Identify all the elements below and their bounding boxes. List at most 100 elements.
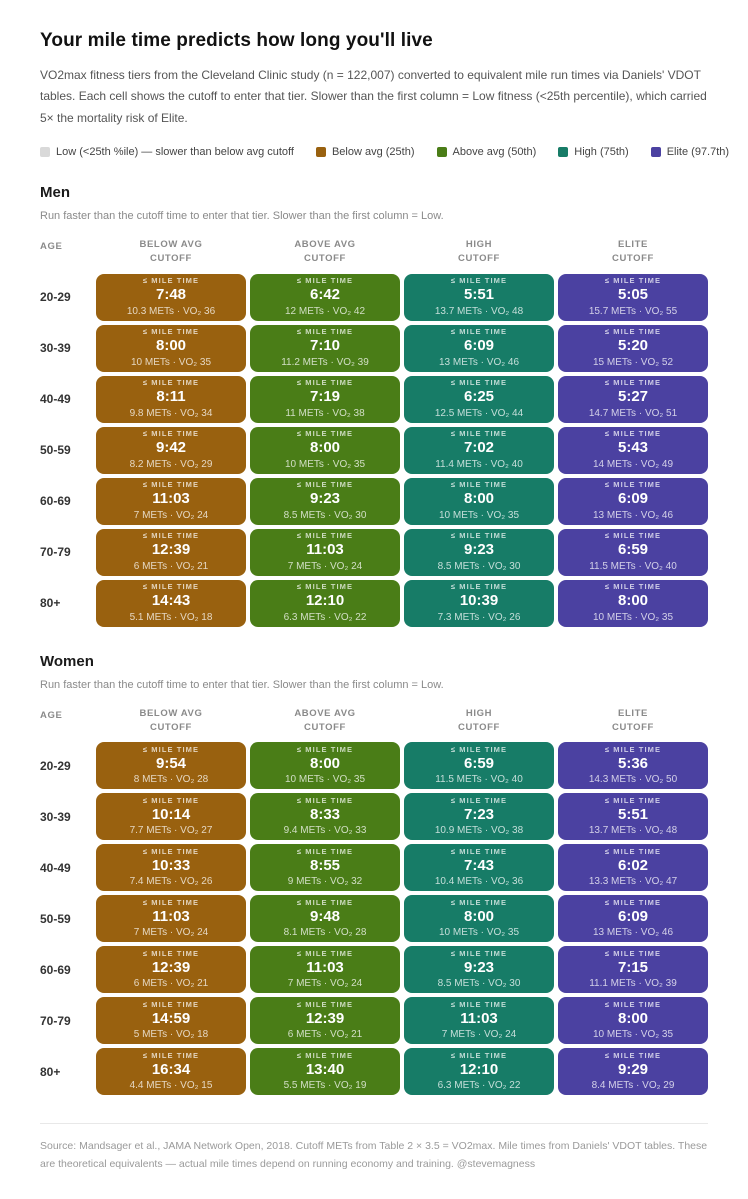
- mile-time-value: 8:00: [463, 490, 495, 508]
- mets-vo2-value: 7.3 METs · VO₂ 26: [437, 611, 521, 623]
- column-header: BELOW AVG CUTOFF: [96, 707, 246, 739]
- column-header-age: AGE: [40, 709, 63, 721]
- section-heading: Women: [40, 652, 94, 670]
- tier-cell: ≤ MILE TIME 7:02 11.4 METs · VO₂ 40: [404, 426, 554, 474]
- cell-label: ≤ MILE TIME: [604, 327, 662, 337]
- mets-vo2-value: 9.4 METs · VO₂ 33: [283, 825, 367, 837]
- cell-label: ≤ MILE TIME: [296, 327, 354, 337]
- mile-time-value: 8:00: [309, 439, 341, 457]
- column-header-line: HIGH: [465, 239, 493, 251]
- tier-cell: ≤ MILE TIME 14:59 5 METs · VO₂ 18: [96, 997, 246, 1045]
- mets-vo2-value: 5.5 METs · VO₂ 19: [283, 1080, 367, 1092]
- cell-label: ≤ MILE TIME: [296, 429, 354, 439]
- cell-label: ≤ MILE TIME: [604, 531, 662, 541]
- tier-cell: ≤ MILE TIME 8:33 9.4 METs · VO₂ 33: [250, 793, 400, 841]
- cell-label: ≤ MILE TIME: [604, 276, 662, 286]
- mets-vo2-value: 8.2 METs · VO₂ 29: [129, 458, 213, 470]
- mile-time-value: 9:48: [309, 907, 341, 925]
- mile-time-value: 8:33: [309, 805, 341, 823]
- age-label: 20-29: [40, 758, 71, 773]
- mile-time-value: 8:00: [155, 337, 187, 355]
- tier-cell: ≤ MILE TIME 9:54 8 METs · VO₂ 28: [96, 742, 246, 790]
- legend-swatch-icon: [40, 147, 50, 158]
- tier-cell: ≤ MILE TIME 8:55 9 METs · VO₂ 32: [250, 844, 400, 892]
- mile-time-value: 5:51: [463, 286, 495, 304]
- tier-cell: ≤ MILE TIME 9:29 8.4 METs · VO₂ 29: [558, 1048, 708, 1096]
- tier-cell: ≤ MILE TIME 7:10 11.2 METs · VO₂ 39: [250, 324, 400, 372]
- section-heading: Men: [40, 184, 70, 202]
- mets-vo2-value: 10 METs · VO₂ 35: [438, 509, 520, 521]
- column-header: ELITE CUTOFF: [558, 707, 708, 739]
- cell-label: ≤ MILE TIME: [604, 897, 662, 907]
- mile-time-value: 7:02: [463, 439, 495, 457]
- cell-label: ≤ MILE TIME: [450, 999, 508, 1009]
- mile-time-value: 5:20: [617, 337, 649, 355]
- legend-swatch-icon: [315, 147, 326, 158]
- tier-cell: ≤ MILE TIME 6:25 12.5 METs · VO₂ 44: [404, 375, 554, 423]
- mile-time-value: 6:02: [617, 856, 649, 874]
- tier-cell: ≤ MILE TIME 8:00 10 METs · VO₂ 35: [250, 742, 400, 790]
- mile-time-value: 10:14: [151, 805, 191, 823]
- cell-label: ≤ MILE TIME: [450, 531, 508, 541]
- mile-time-value: 9:42: [155, 439, 187, 457]
- tier-cell: ≤ MILE TIME 9:23 8.5 METs · VO₂ 30: [404, 946, 554, 994]
- cell-label: ≤ MILE TIME: [450, 276, 508, 286]
- tier-cell: ≤ MILE TIME 11:03 7 METs · VO₂ 24: [250, 946, 400, 994]
- tier-cell: ≤ MILE TIME 6:09 13 METs · VO₂ 46: [558, 477, 708, 525]
- age-label: 70-79: [40, 1013, 71, 1028]
- mile-time-value: 12:39: [305, 1009, 345, 1027]
- mile-time-value: 9:23: [309, 490, 341, 508]
- cell-label: ≤ MILE TIME: [450, 744, 508, 754]
- tier-table: AGE BELOW AVG CUTOFF ABOVE AVG CUTOFF HIGH CUT…: [40, 707, 708, 1096]
- column-header-line: CUTOFF: [458, 253, 500, 265]
- cell-label: ≤ MILE TIME: [450, 1050, 508, 1060]
- cell-label: ≤ MILE TIME: [604, 744, 662, 754]
- column-header: BELOW AVG CUTOFF: [96, 238, 246, 270]
- legend-swatch-icon: [436, 147, 447, 158]
- mile-time-value: 5:51: [617, 805, 649, 823]
- cell-label: ≤ MILE TIME: [296, 897, 354, 907]
- mets-vo2-value: 14 METs · VO₂ 49: [592, 458, 674, 470]
- mets-vo2-value: 11.2 METs · VO₂ 39: [281, 356, 369, 368]
- source-note: Source: Mandsager et al., JAMA Network O…: [40, 1123, 708, 1174]
- mets-vo2-value: 8 METs · VO₂ 28: [133, 774, 209, 786]
- column-header-line: BELOW AVG: [139, 707, 203, 719]
- mets-vo2-value: 7 METs · VO₂ 24: [287, 978, 363, 990]
- cell-label: ≤ MILE TIME: [604, 378, 662, 388]
- mile-time-value: 9:23: [463, 958, 495, 976]
- mets-vo2-value: 5.1 METs · VO₂ 18: [129, 611, 213, 623]
- section-note: Run faster than the cutoff time to enter…: [40, 210, 444, 223]
- tier-cell: ≤ MILE TIME 6:42 12 METs · VO₂ 42: [250, 273, 400, 321]
- column-header: ABOVE AVG CUTOFF: [250, 238, 400, 270]
- column-header-age: AGE: [40, 241, 63, 253]
- tier-cell: ≤ MILE TIME 12:10 6.3 METs · VO₂ 22: [250, 579, 400, 627]
- mile-time-value: 6:09: [463, 337, 495, 355]
- column-header-line: ELITE: [618, 239, 648, 251]
- cell-label: ≤ MILE TIME: [296, 948, 354, 958]
- mile-time-value: 7:19: [309, 388, 341, 406]
- cell-label: ≤ MILE TIME: [142, 582, 200, 592]
- tier-tables: Men Run faster than the cutoff time to en…: [40, 184, 708, 1096]
- mets-vo2-value: 4.4 METs · VO₂ 15: [129, 1080, 213, 1092]
- section-men: Men Run faster than the cutoff time to en…: [40, 184, 708, 627]
- tier-cell: ≤ MILE TIME 6:59 11.5 METs · VO₂ 40: [404, 742, 554, 790]
- cell-label: ≤ MILE TIME: [450, 378, 508, 388]
- tier-cell: ≤ MILE TIME 9:48 8.1 METs · VO₂ 28: [250, 895, 400, 943]
- tier-cell: ≤ MILE TIME 8:11 9.8 METs · VO₂ 34: [96, 375, 246, 423]
- mile-time-value: 11:03: [306, 541, 344, 559]
- age-label: 70-79: [40, 545, 71, 560]
- mile-time-value: 14:59: [151, 1009, 191, 1027]
- cell-label: ≤ MILE TIME: [296, 999, 354, 1009]
- tier-cell: ≤ MILE TIME 10:33 7.4 METs · VO₂ 26: [96, 844, 246, 892]
- mile-time-value: 11:03: [460, 1009, 498, 1027]
- mile-time-value: 11:03: [152, 490, 190, 508]
- column-header-line: ABOVE AVG: [294, 239, 356, 251]
- cell-label: ≤ MILE TIME: [296, 480, 354, 490]
- mile-time-value: 8:00: [617, 1009, 649, 1027]
- mile-time-value: 9:23: [463, 541, 495, 559]
- mets-vo2-value: 11.4 METs · VO₂ 40: [435, 458, 523, 470]
- mile-time-value: 5:43: [617, 439, 649, 457]
- mile-time-value: 7:43: [463, 856, 495, 874]
- tier-cell: ≤ MILE TIME 13:40 5.5 METs · VO₂ 19: [250, 1048, 400, 1096]
- cell-label: ≤ MILE TIME: [142, 897, 200, 907]
